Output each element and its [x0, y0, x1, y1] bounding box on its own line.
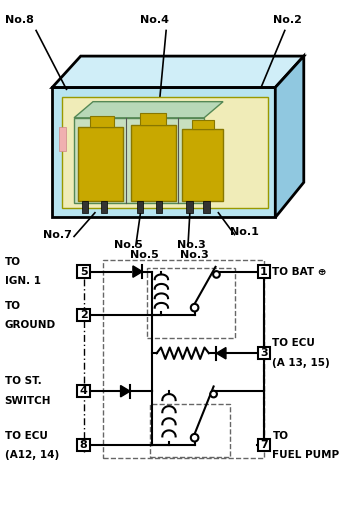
Circle shape	[191, 304, 198, 312]
Text: IGN. 1: IGN. 1	[5, 276, 41, 287]
Polygon shape	[74, 118, 204, 203]
Text: (A12, 14): (A12, 14)	[5, 450, 59, 460]
Bar	[77, 309, 90, 322]
Text: TO ECU: TO ECU	[272, 338, 315, 349]
Text: TO: TO	[272, 431, 288, 441]
Polygon shape	[140, 113, 166, 125]
Polygon shape	[131, 125, 176, 201]
Text: No.7: No.7	[43, 230, 72, 240]
Text: 7: 7	[260, 441, 268, 450]
Text: 4: 4	[79, 386, 88, 396]
Polygon shape	[90, 116, 114, 127]
Text: TO BAT ⊕: TO BAT ⊕	[272, 267, 327, 277]
Text: (A 13, 15): (A 13, 15)	[272, 358, 330, 368]
Text: 1: 1	[260, 267, 268, 277]
Text: No.5: No.5	[130, 251, 159, 260]
Polygon shape	[216, 348, 226, 359]
Polygon shape	[133, 266, 142, 277]
Text: 2: 2	[80, 310, 88, 321]
Circle shape	[210, 391, 217, 397]
Bar	[101, 201, 107, 213]
Text: No.4: No.4	[140, 15, 169, 25]
Text: 8: 8	[80, 441, 88, 450]
Bar	[147, 268, 236, 338]
Text: No.3: No.3	[176, 240, 205, 250]
Polygon shape	[52, 87, 275, 218]
Polygon shape	[52, 56, 304, 87]
Bar	[156, 201, 162, 213]
Text: SWITCH: SWITCH	[5, 396, 51, 406]
Bar	[258, 265, 270, 278]
Polygon shape	[120, 386, 130, 397]
Bar	[150, 405, 230, 457]
Polygon shape	[74, 102, 223, 118]
Bar	[186, 201, 193, 213]
Circle shape	[213, 271, 220, 278]
Bar	[77, 439, 90, 452]
Bar	[82, 201, 88, 213]
Text: TO: TO	[5, 301, 21, 311]
Text: 3: 3	[260, 348, 268, 358]
Bar	[137, 201, 143, 213]
Text: No.3: No.3	[180, 251, 209, 260]
Text: No.8: No.8	[5, 15, 34, 25]
Text: No.1: No.1	[230, 227, 259, 236]
Bar	[77, 385, 90, 397]
Polygon shape	[192, 120, 214, 129]
Bar	[258, 439, 270, 452]
Bar	[103, 260, 264, 458]
Bar	[77, 265, 90, 278]
Bar	[203, 201, 210, 213]
Bar	[59, 127, 66, 151]
Text: TO ST.: TO ST.	[5, 376, 42, 386]
Circle shape	[191, 434, 198, 442]
Text: 5: 5	[80, 267, 88, 277]
Text: TO: TO	[5, 257, 21, 267]
Text: TO ECU: TO ECU	[5, 431, 48, 441]
Text: FUEL PUMP: FUEL PUMP	[272, 450, 340, 460]
Text: No.2: No.2	[273, 15, 302, 25]
Text: GROUND: GROUND	[5, 320, 56, 330]
Text: No.5: No.5	[114, 240, 143, 250]
Polygon shape	[62, 97, 268, 208]
Polygon shape	[275, 56, 304, 218]
Polygon shape	[182, 129, 223, 201]
Polygon shape	[78, 127, 124, 201]
Bar	[258, 347, 270, 360]
